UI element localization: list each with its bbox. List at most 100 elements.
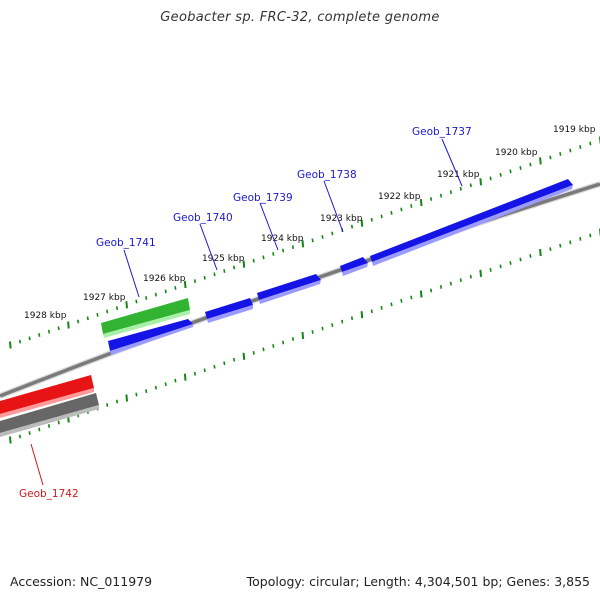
tick-mark-outer (569, 148, 572, 153)
gene-geob-1742[interactable] (0, 375, 94, 418)
tick-mark-inner (449, 281, 452, 286)
tick-mark-inner (125, 394, 128, 402)
tick-mark-inner (213, 364, 216, 369)
gene-label-geob-1738[interactable]: Geob_1738 (297, 169, 357, 181)
gene-label-geob-1737[interactable]: Geob_1737 (412, 126, 472, 138)
tick-mark-outer (57, 326, 60, 331)
tick-mark-outer (400, 207, 403, 212)
gene-label-geob-1739[interactable]: Geob_1739 (233, 192, 293, 204)
tick-mark-outer (380, 214, 383, 219)
tick-mark-outer (311, 238, 314, 243)
tick-mark-outer (77, 319, 80, 324)
tick-mark-outer (499, 172, 502, 177)
tick-mark-outer (115, 306, 119, 311)
tick-mark-outer (301, 240, 305, 248)
tick-mark-outer (145, 296, 148, 300)
tick-mark-inner (291, 337, 295, 341)
tick-mark-outer (449, 190, 452, 195)
tick-mark-outer (9, 341, 12, 349)
tick-mark-inner (400, 298, 403, 303)
tick-mark-inner (539, 249, 542, 257)
tick-mark-outer (272, 252, 275, 256)
tick-mark-outer (539, 157, 542, 165)
tick-label-1921: 1921 kbp (437, 170, 480, 180)
tick-label-1919: 1919 kbp (553, 125, 596, 135)
gene-green-feature[interactable] (101, 298, 190, 338)
tick-mark-inner (569, 240, 572, 245)
tick-mark-outer (233, 265, 236, 270)
tick-mark-outer (282, 248, 285, 253)
label-connectors (30, 138, 463, 486)
tick-label-1928: 1928 kbp (24, 311, 67, 321)
tick-mark-inner (331, 323, 334, 328)
tick-mark-inner (430, 288, 433, 293)
tick-mark-outer (579, 145, 582, 149)
gene-geob-1738[interactable] (340, 257, 368, 276)
tick-mark-inner (341, 319, 344, 324)
tick-mark-inner (262, 347, 265, 352)
tick-mark-outer (203, 275, 206, 280)
tick-mark-outer (331, 231, 334, 236)
tick-mark-inner (589, 233, 592, 238)
tick-mark-inner (509, 261, 512, 265)
tick-marks-inner (9, 228, 600, 444)
tick-mark-inner (350, 316, 354, 321)
tick-mark-inner (370, 309, 373, 314)
tick-label-1924: 1924 kbp (261, 234, 304, 244)
tick-mark-outer (549, 155, 552, 160)
gene-geob-1740[interactable] (205, 298, 253, 323)
tick-mark-inner (360, 311, 364, 319)
tick-mark-inner (115, 399, 119, 404)
tick-mark-outer (589, 141, 592, 146)
tick-mark-inner (311, 330, 314, 334)
feature-grey-block[interactable] (0, 393, 99, 437)
tick-mark-outer (213, 272, 216, 277)
tick-mark-outer (489, 176, 492, 181)
tick-mark-outer (529, 162, 532, 167)
tick-mark-inner (193, 371, 197, 376)
gene-label-geob-1742[interactable]: Geob_1742 (19, 488, 79, 500)
tick-mark-inner (203, 368, 206, 373)
tick-mark-inner (57, 420, 60, 425)
tick-mark-outer (38, 333, 41, 337)
tick-mark-outer (106, 309, 109, 314)
tick-mark-inner (419, 290, 423, 298)
tick-mark-inner (183, 373, 187, 381)
gene-label-geob-1741[interactable]: Geob_1741 (96, 237, 156, 249)
gene-geob-1741[interactable] (108, 319, 193, 355)
tick-mark-inner (579, 236, 582, 241)
tick-mark-outer (223, 269, 226, 273)
tick-mark-inner (439, 285, 443, 289)
tick-mark-inner (410, 295, 413, 300)
tick-mark-inner (469, 274, 472, 279)
tick-mark-inner (459, 278, 462, 283)
tick-label-1923: 1923 kbp (320, 214, 363, 224)
tick-mark-outer (469, 183, 472, 188)
gene-label-geob-1740[interactable]: Geob_1740 (173, 212, 233, 224)
tick-mark-inner (28, 431, 31, 435)
tick-label-1922: 1922 kbp (378, 192, 421, 202)
tick-mark-outer (509, 169, 512, 174)
tick-mark-outer (164, 289, 167, 294)
tick-mark-outer (242, 260, 246, 268)
tick-mark-outer (135, 299, 138, 304)
tick-mark-inner (321, 326, 324, 331)
tick-mark-inner (559, 243, 562, 248)
tick-mark-inner (272, 344, 275, 348)
gene-geob-1737[interactable] (370, 179, 573, 266)
tick-mark-outer (350, 224, 354, 229)
tick-mark-outer (419, 199, 423, 207)
tick-mark-outer (154, 292, 157, 297)
tick-mark-inner (282, 340, 285, 345)
tick-mark-inner (233, 357, 236, 362)
gene-geob-1739[interactable] (257, 274, 321, 304)
tick-mark-inner (106, 403, 109, 407)
tick-mark-inner (145, 389, 148, 394)
tick-marks-outer (9, 136, 600, 349)
tick-mark-inner (154, 385, 157, 390)
tick-mark-outer (125, 301, 128, 309)
tick-mark-outer (390, 210, 393, 215)
tick-mark-outer (174, 286, 177, 290)
tick-mark-outer (28, 336, 31, 341)
